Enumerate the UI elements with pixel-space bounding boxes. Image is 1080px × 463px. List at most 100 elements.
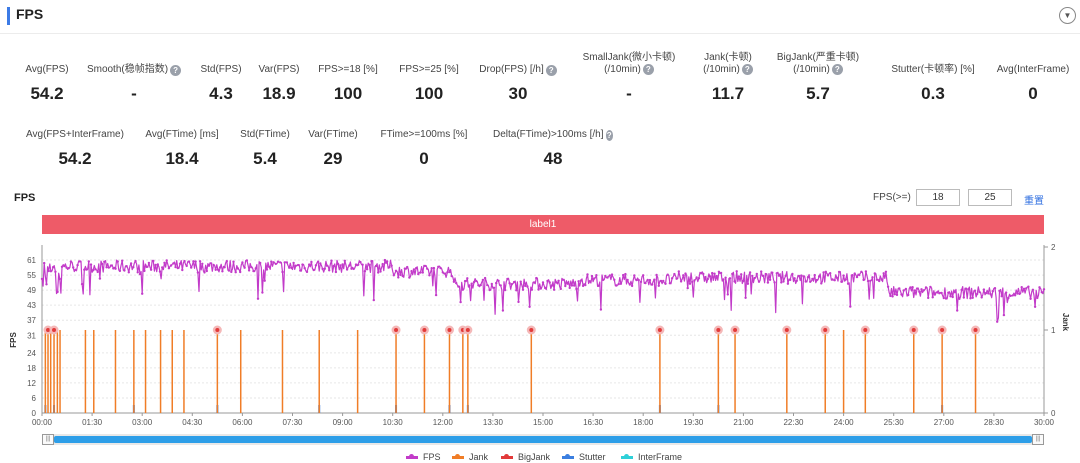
fps-point — [430, 267, 433, 270]
fps-point — [882, 272, 885, 275]
y-tick-label: 37 — [27, 316, 36, 325]
y-tick-label: 43 — [27, 301, 36, 310]
fps-point — [100, 262, 104, 266]
fps-point — [653, 278, 656, 281]
fps-threshold-input-2[interactable] — [968, 189, 1012, 206]
stat-label: Drop(FPS) [/h]? — [458, 52, 578, 76]
y-axis-title-right: Jank — [1061, 313, 1070, 332]
fps-point — [421, 271, 424, 274]
zoom-handle-right[interactable]: ||| — [1032, 434, 1044, 445]
stat-block: Avg(FPS) 54.2 — [0, 52, 107, 104]
y-axis-title-left: FPS — [9, 332, 18, 348]
fps-point — [713, 272, 716, 275]
fps-point — [942, 296, 945, 300]
fps-point — [688, 282, 692, 285]
fps-point — [198, 260, 202, 263]
fps-point — [822, 271, 825, 274]
chart-zoom-scrollbar[interactable]: ||| ||| — [42, 434, 1044, 445]
help-icon[interactable]: ? — [741, 64, 753, 75]
fps-threshold-input-1[interactable] — [916, 189, 960, 206]
stat-value: 100 — [414, 84, 444, 103]
fps-point — [457, 285, 460, 288]
fps-point — [292, 261, 295, 265]
stat-value: 5.4 — [253, 149, 277, 168]
y-tick-label: 49 — [27, 286, 36, 295]
fps-point — [561, 278, 565, 281]
legend-item-stutter[interactable]: Stutter — [562, 451, 606, 463]
fps-point — [190, 266, 193, 269]
fps-point — [343, 259, 346, 262]
stat-label-text: Smooth(稳帧指数) — [86, 64, 169, 75]
fps-point — [459, 300, 462, 304]
fps-point — [744, 296, 747, 299]
legend-item-jank[interactable]: Jank — [452, 451, 488, 463]
help-icon[interactable]: ? — [170, 65, 182, 76]
zoom-range-fill[interactable] — [54, 436, 1032, 443]
legend-item-fps[interactable]: FPS — [406, 451, 441, 463]
stat-block: Var(FTime) 29 — [273, 117, 393, 169]
fps-point — [339, 264, 342, 267]
fps-point — [414, 267, 418, 270]
x-tick-label: 00:00 — [32, 418, 53, 427]
fps-point — [470, 282, 473, 285]
legend-item-interframe[interactable]: InterFrame — [621, 451, 682, 463]
fps-point — [259, 261, 262, 265]
zoom-handle-left[interactable]: ||| — [42, 434, 54, 445]
fps-point — [875, 278, 879, 281]
fps-point — [766, 281, 770, 284]
fps-point — [555, 281, 558, 284]
fps-point — [541, 281, 545, 284]
label-bar[interactable]: label1 — [42, 215, 1044, 234]
fps-point — [63, 264, 66, 268]
fps-point — [172, 262, 175, 265]
reset-button[interactable]: 重置 — [1024, 196, 1044, 207]
stat-block: FPS>=18 [%] 100 — [288, 52, 408, 104]
fps-point — [185, 264, 188, 268]
fps-point — [593, 277, 596, 280]
chevron-down-icon[interactable]: ▼ — [1059, 7, 1076, 24]
bigjank-mark — [716, 328, 721, 332]
fps-point — [802, 275, 805, 278]
help-icon[interactable]: ? — [642, 64, 654, 75]
fps-point — [768, 278, 772, 281]
fps-point — [809, 280, 812, 283]
fps-point — [817, 275, 821, 278]
fps-point — [406, 265, 409, 269]
legend-label: Jank — [469, 452, 489, 462]
fps-point — [334, 270, 338, 274]
fps-point — [276, 260, 280, 263]
stat-label: BigJank(严重卡顿) (/10min)? — [758, 52, 878, 76]
fps-point — [377, 271, 380, 274]
help-icon[interactable]: ? — [831, 64, 843, 75]
stat-label-text: Stutter(卡顿率) [%] — [891, 64, 975, 75]
fps-point — [804, 280, 807, 283]
stat-label-text: Avg(FPS+InterFrame) — [26, 129, 124, 140]
fps-point — [394, 269, 398, 272]
help-icon[interactable]: ? — [605, 130, 613, 141]
fps-point — [138, 272, 142, 276]
stat-label-line1: BigJank(严重卡顿) — [776, 52, 860, 63]
fps-point — [1033, 305, 1037, 308]
fps-point — [330, 259, 333, 262]
fps-point — [225, 260, 228, 263]
fps-point — [911, 286, 914, 289]
fps-point — [855, 275, 859, 279]
stat-value: 29 — [323, 149, 343, 168]
stat-label: SmallJank(微小卡顿) (/10min)? — [569, 52, 689, 76]
fps-point — [815, 278, 819, 282]
fps-point — [679, 280, 683, 283]
fps-point — [132, 266, 135, 269]
fps-point — [998, 289, 1001, 293]
y-tick-label: 61 — [27, 256, 36, 265]
help-icon[interactable]: ? — [545, 65, 557, 76]
x-tick-label: 18:00 — [633, 418, 654, 427]
fps-point — [604, 274, 607, 278]
legend-item-bigjank[interactable]: BigJank — [501, 451, 550, 463]
x-tick-label: 04:30 — [182, 418, 203, 427]
y-tick-label: 18 — [27, 364, 36, 373]
fps-point — [256, 297, 260, 300]
fps-point — [715, 274, 718, 278]
fps-point — [247, 269, 251, 272]
fps-point — [659, 279, 663, 283]
